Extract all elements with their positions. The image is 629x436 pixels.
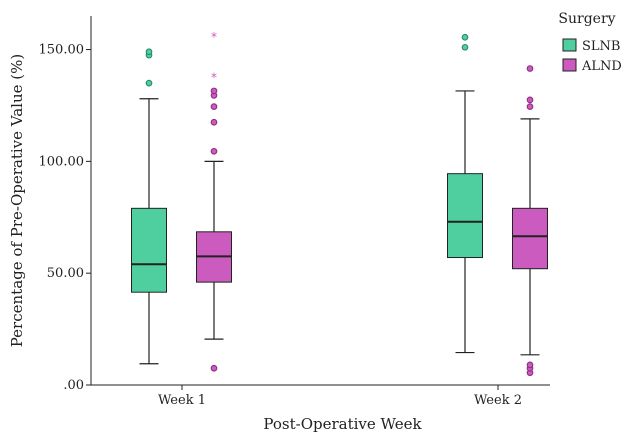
x-axis-title: Post-Operative Week: [263, 415, 422, 433]
x-tick-label: Week 2: [474, 393, 522, 408]
outlier-point: [526, 96, 534, 104]
y-tick-label: 150.00: [39, 43, 85, 58]
box-alnd-week-2: [512, 65, 548, 377]
outlier-point: [210, 364, 218, 372]
box-slnb-week-1: [131, 48, 167, 365]
outlier-point: [210, 147, 218, 155]
outlier-point: [461, 33, 469, 41]
outlier-point: [210, 87, 218, 95]
legend-swatch-alnd: [562, 58, 577, 72]
y-axis-ticks: .00 50.00 100.00 150.00: [39, 43, 91, 393]
box-alnd-week-1: **: [196, 30, 232, 372]
outlier-point: [210, 103, 218, 110]
y-axis-title: Percentage of Pre-Operative Value (%): [8, 54, 26, 347]
legend-swatch-slnb: [562, 38, 577, 52]
x-axis-ticks: Week 1 Week 2: [158, 385, 522, 408]
extreme-point: *: [211, 30, 217, 44]
legend: Surgery SLNB ALND: [558, 11, 621, 74]
box-slnb-week-2: [447, 33, 483, 354]
outlier-point: [526, 103, 534, 110]
outlier-point: [526, 361, 534, 369]
outlier-point: [145, 79, 153, 87]
x-tick-label: Week 1: [158, 393, 206, 408]
iqr-box: [131, 207, 167, 293]
legend-label-alnd: ALND: [581, 59, 622, 74]
legend-label-slnb: SLNB: [582, 39, 620, 54]
y-tick-label: 50.00: [47, 266, 84, 281]
outlier-point: [461, 43, 469, 51]
outlier-point: [145, 48, 153, 56]
extreme-point: *: [211, 70, 217, 84]
axes: [90, 16, 550, 386]
y-tick-label: .00: [63, 378, 84, 393]
iqr-box: [512, 207, 548, 270]
plot-area: **: [131, 30, 548, 377]
legend-title: Surgery: [558, 11, 615, 27]
outlier-point: [210, 118, 218, 126]
outlier-point: [526, 65, 534, 72]
y-tick-label: 100.00: [39, 154, 85, 169]
iqr-box: [447, 173, 483, 259]
